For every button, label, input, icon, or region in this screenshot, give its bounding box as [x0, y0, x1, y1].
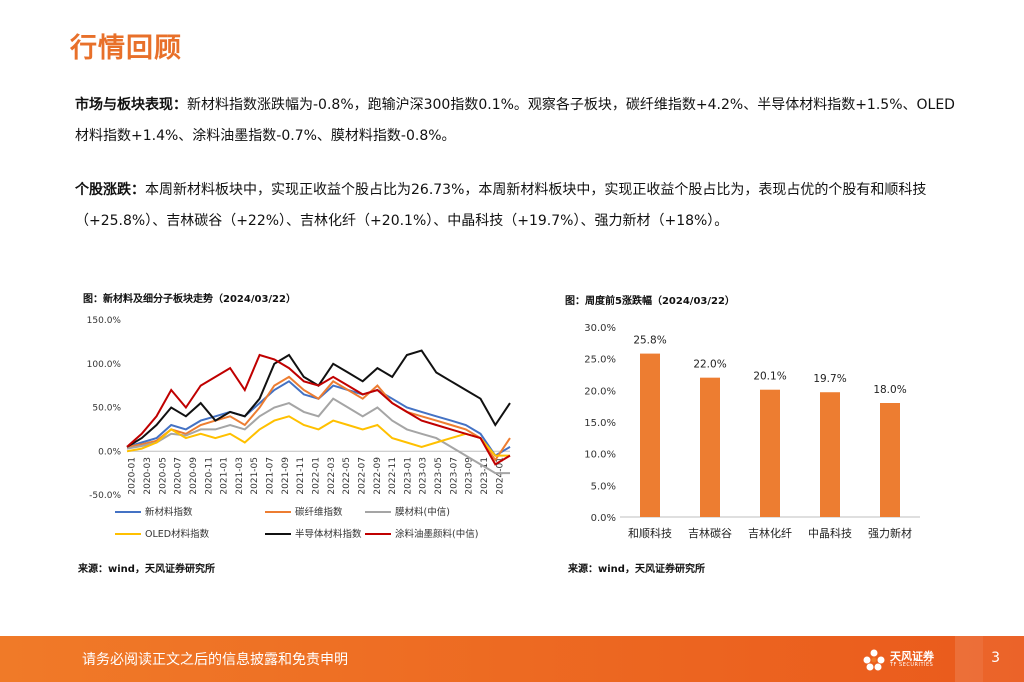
- x-tick-label: 2024-01: [495, 457, 505, 495]
- bar: [880, 403, 900, 517]
- x-tick-label: 2020-07: [174, 457, 184, 495]
- company-logo: 天风证券 TF SECURITIES: [862, 646, 952, 674]
- x-tick-label: 2020-05: [158, 457, 168, 495]
- page-title: 行情回顾: [70, 33, 182, 64]
- bar: [700, 377, 720, 517]
- source-right: 来源：wind，天风证券研究所: [568, 564, 705, 575]
- bar-category-label: 和顺科技: [628, 526, 672, 540]
- x-tick-label: 2023-05: [434, 457, 444, 495]
- x-tick-label: 2023-01: [403, 457, 413, 495]
- x-tick-label: 2021-05: [250, 457, 260, 495]
- line-chart: 150.0% 100.0% 50.0% 0.0% -50.0% 2020-01 2020-0…: [87, 316, 511, 540]
- legend-label: 膜材料(中信): [395, 506, 450, 518]
- y-tick-label: 30.0%: [584, 323, 616, 334]
- bar-category-label: 强力新材: [868, 526, 912, 540]
- market-text: 新材料指数涨跌幅为-0.8%，跑输沪深300指数0.1%。观察各子板块，碳纤维指…: [75, 97, 955, 144]
- series-line-2: [126, 397, 510, 475]
- stock-text: 本周新材料板块中，实现正收益个股占比为26.73%，本周新材料板块中，实现正收益…: [75, 182, 927, 229]
- legend-label: 新材料指数: [145, 506, 193, 518]
- y-tick-label: -50.0%: [89, 491, 121, 501]
- x-tick-label: 2022-03: [327, 457, 337, 495]
- x-tick-label: 2023-07: [449, 457, 459, 495]
- bar-value-label: 18.0%: [873, 384, 906, 396]
- series-line-3: [126, 415, 510, 457]
- footer: 请务必阅读正文之后的信息披露和免责申明 天风证券 TF SECURITIES 3: [0, 636, 1024, 682]
- bar-category-label: 吉林碳谷: [688, 526, 732, 540]
- y-tick-label: 25.0%: [584, 355, 616, 366]
- x-tick-label: 2020-09: [189, 457, 199, 495]
- x-tick-label: 2022-09: [373, 457, 383, 495]
- x-tick-label: 2020-11: [204, 457, 214, 495]
- y-tick-label: 5.0%: [591, 481, 616, 492]
- y-tick-label: 150.0%: [87, 316, 122, 326]
- bar-value-label: 25.8%: [633, 335, 666, 347]
- y-tick-label: 20.0%: [584, 386, 616, 397]
- x-tick-label: 2023-03: [419, 457, 429, 495]
- bar: [640, 353, 660, 517]
- source-left: 来源：wind，天风证券研究所: [78, 564, 215, 575]
- x-tick-label: 2020-01: [128, 457, 138, 495]
- x-tick-label: 2022-01: [312, 457, 322, 495]
- logo-name: 天风证券: [890, 650, 934, 663]
- series-line-0: [126, 380, 511, 457]
- bar-category-label: 中晶科技: [808, 526, 852, 540]
- page-number: 3: [991, 650, 1000, 666]
- legend-label: OLED材料指数: [145, 528, 210, 540]
- logo-sub: TF SECURITIES: [890, 662, 934, 668]
- legend-label: 涂料油墨颜料(中信): [395, 528, 478, 540]
- x-tick-label: 2021-09: [281, 457, 291, 495]
- x-tick-label: 2021-03: [235, 457, 245, 495]
- bar: [760, 389, 780, 517]
- series-line-1: [126, 375, 511, 462]
- y-tick-label: 10.0%: [584, 450, 616, 461]
- disclaimer: 请务必阅读正文之后的信息披露和免责申明: [82, 652, 348, 668]
- legend-label: 半导体材料指数: [295, 528, 362, 540]
- x-tick-label: 2021-11: [296, 457, 306, 495]
- market-paragraph: 市场与板块表现：新材料指数涨跌幅为-0.8%，跑输沪深300指数0.1%。观察各…: [75, 90, 955, 152]
- bar: [820, 392, 840, 517]
- bar-value-label: 22.0%: [693, 359, 726, 371]
- y-tick-label: 0.0%: [591, 513, 616, 524]
- stock-label: 个股涨跌：: [75, 182, 145, 198]
- x-tick-label: 2020-03: [143, 457, 153, 495]
- x-tick-label: 2021-07: [266, 457, 276, 495]
- x-tick-label: 2023-09: [465, 457, 475, 495]
- logo-flower-icon: [863, 649, 885, 671]
- y-tick-label: 15.0%: [584, 418, 616, 429]
- x-tick-label: 2022-11: [388, 457, 398, 495]
- y-tick-label: 0.0%: [98, 447, 121, 457]
- bar-value-label: 19.7%: [813, 373, 846, 385]
- x-tick-label: 2022-05: [342, 457, 352, 495]
- y-tick-label: 50.0%: [92, 404, 121, 414]
- x-tick-label: 2023-11: [480, 457, 490, 495]
- line-chart-title: 图：新材料及细分子板块走势（2024/03/22）: [83, 294, 296, 305]
- legend-label: 碳纤维指数: [295, 506, 343, 518]
- bar-chart: 30.0% 25.0% 20.0% 15.0% 10.0% 5.0% 0.0% 25.8% 和顺…: [584, 323, 920, 540]
- stock-paragraph: 个股涨跌：本周新材料板块中，实现正收益个股占比为26.73%，本周新材料板块中，…: [75, 175, 955, 237]
- bar-category-label: 吉林化纤: [748, 526, 792, 540]
- x-tick-label: 2021-01: [220, 457, 230, 495]
- bar-value-label: 20.1%: [753, 371, 786, 383]
- bar-chart-title: 图：周度前5涨跌幅（2024/03/22）: [565, 296, 735, 307]
- y-tick-label: 100.0%: [87, 360, 122, 370]
- x-tick-label: 2022-07: [357, 457, 367, 495]
- market-label: 市场与板块表现：: [75, 97, 187, 113]
- series-line-5: [126, 353, 511, 466]
